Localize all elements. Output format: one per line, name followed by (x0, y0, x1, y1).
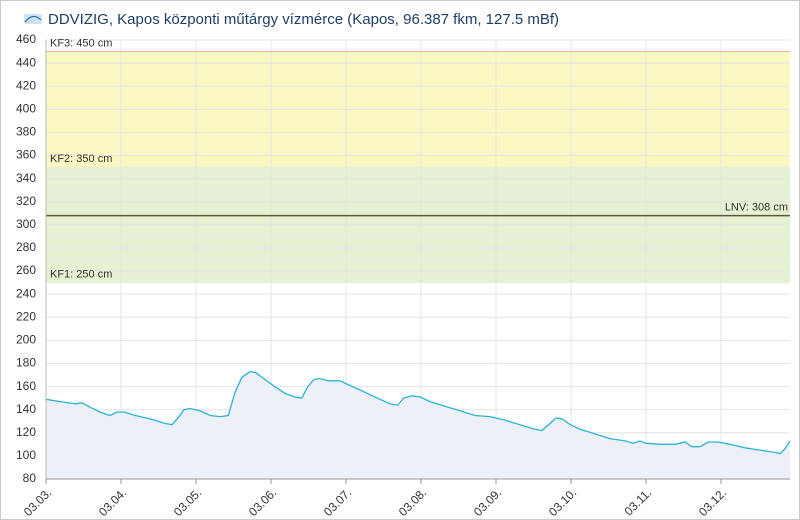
y-tick-label: 200 (16, 333, 36, 347)
y-tick-label: 300 (16, 217, 36, 231)
y-tick-label: 400 (16, 101, 36, 115)
y-tick-label: 360 (16, 148, 36, 162)
level-label: KF2: 350 cm (50, 153, 112, 165)
y-tick-label: 160 (16, 379, 36, 393)
y-tick-label: 280 (16, 240, 36, 254)
y-tick-label: 100 (16, 448, 36, 462)
y-tick-label: 460 (16, 32, 36, 46)
y-tick-label: 220 (16, 309, 36, 323)
y-tick-label: 140 (16, 402, 36, 416)
y-tick-label: 80 (23, 471, 37, 485)
y-tick-label: 260 (16, 263, 36, 277)
y-tick-label: 420 (16, 78, 36, 92)
y-tick-label: 240 (16, 286, 36, 300)
logo (24, 14, 42, 24)
level-label: LNV: 308 cm (725, 202, 788, 214)
y-tick-label: 340 (16, 171, 36, 185)
y-tick-label: 440 (16, 55, 36, 69)
line (45, 370, 791, 455)
level-label: KF1: 250 cm (50, 269, 112, 281)
y-tick-label: 380 (16, 125, 36, 139)
y-tick-label: 120 (16, 425, 36, 439)
level-label: KF3: 450 cm (50, 37, 112, 49)
chart-title: DDVIZIG, Kapos központi műtárgy vízmérce… (48, 11, 559, 28)
y-tick-label: 180 (16, 356, 36, 370)
y-tick-label: 320 (16, 194, 36, 208)
area (46, 371, 790, 479)
